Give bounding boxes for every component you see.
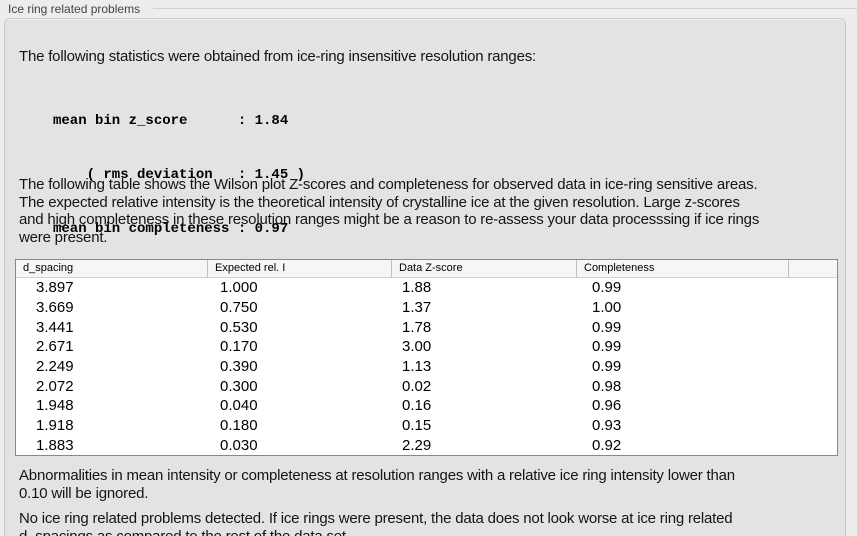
ice-ring-table-body: 3.897 1.000 1.88 0.99 3.669 0.750 1.37 1.00 3.44…	[16, 278, 837, 455]
table-cell: 0.16	[402, 397, 432, 415]
table-cell: 0.98	[592, 377, 622, 395]
table-description-text: The following table shows the Wilson plo…	[19, 176, 759, 246]
table-row[interactable]: 2.072 0.300 0.02 0.98	[16, 376, 837, 396]
stat-line-mean-zscore: mean bin z_score : 1.84	[53, 113, 289, 129]
conclusion-text: No ice ring related problems detected. I…	[19, 510, 733, 536]
column-header-empty	[788, 260, 837, 277]
table-cell: 1.918	[36, 417, 74, 435]
table-cell: 1.948	[36, 397, 74, 415]
table-cell: 1.78	[402, 318, 432, 336]
table-cell: 2.072	[36, 377, 74, 395]
description-line: The expected relative intensity is the t…	[19, 193, 740, 211]
table-cell: 0.15	[402, 417, 432, 435]
table-row[interactable]: 3.897 1.000 1.88 0.99	[16, 278, 837, 298]
table-row[interactable]: 3.669 0.750 1.37 1.00	[16, 298, 837, 318]
table-cell: 0.96	[592, 397, 622, 415]
table-cell: 3.669	[36, 299, 74, 316]
table-cell: 1.37	[402, 299, 432, 316]
table-cell: 2.249	[36, 358, 74, 376]
conclusion-line: No ice ring related problems detected. I…	[19, 510, 733, 527]
table-row[interactable]: 2.671 0.170 3.00 0.99	[16, 337, 837, 357]
table-cell: 0.02	[402, 377, 432, 395]
description-line: were present.	[19, 228, 108, 246]
column-header-completeness[interactable]: Completeness	[576, 260, 788, 277]
table-cell: 0.300	[220, 377, 258, 395]
table-cell: 0.92	[592, 436, 622, 454]
table-cell: 1.000	[220, 279, 258, 297]
table-cell: 0.180	[220, 417, 258, 435]
table-cell: 3.441	[36, 318, 74, 336]
table-row[interactable]: 1.948 0.040 0.16 0.96	[16, 396, 837, 416]
column-header-d-spacing[interactable]: d_spacing	[23, 262, 74, 274]
table-cell: 0.040	[220, 397, 258, 415]
ignore-rule-line: 0.10 will be ignored.	[19, 484, 149, 502]
table-cell: 0.99	[592, 279, 622, 297]
table-cell: 0.93	[592, 417, 622, 435]
table-cell: 0.170	[220, 338, 258, 356]
table-cell: 3.897	[36, 279, 74, 297]
column-header-expected-rel-i[interactable]: Expected rel. I	[207, 260, 391, 277]
description-line: The following table shows the Wilson plo…	[19, 176, 758, 193]
stats-intro-text: The following statistics were obtained f…	[19, 48, 536, 65]
table-cell: 0.99	[592, 318, 622, 336]
table-cell: 2.671	[36, 338, 74, 356]
table-cell: 1.13	[402, 358, 432, 376]
conclusion-line: d_spacings as compared to the rest of th…	[19, 527, 350, 536]
table-cell: 1.88	[402, 279, 432, 297]
ignore-rule-text: Abnormalities in mean intensity or compl…	[19, 467, 735, 502]
stat-line-zscore-rms: ( rms deviation : 1.45 )	[53, 167, 306, 183]
table-cell: 0.99	[592, 338, 622, 356]
table-cell: 0.750	[220, 299, 258, 316]
section-title: Ice ring related problems	[8, 2, 141, 16]
ice-ring-table[interactable]: d_spacing Expected rel. I Data Z-score C…	[15, 259, 838, 456]
table-cell: 0.99	[592, 358, 622, 376]
stat-line-mean-completeness: mean bin completeness : 0.97	[53, 221, 289, 237]
table-cell: 0.030	[220, 436, 258, 454]
table-cell: 1.00	[592, 299, 622, 316]
table-cell: 0.530	[220, 318, 258, 336]
table-cell: 3.00	[402, 338, 432, 356]
table-row[interactable]: 3.441 0.530 1.78 0.99	[16, 317, 837, 337]
table-row[interactable]: 1.918 0.180 0.15 0.93	[16, 416, 837, 436]
table-cell: 1.883	[36, 436, 74, 454]
section-title-rule	[153, 8, 857, 9]
ice-ring-table-header: d_spacing Expected rel. I Data Z-score C…	[16, 260, 837, 278]
ice-ring-groupbox: The following statistics were obtained f…	[4, 18, 846, 536]
table-cell: 2.29	[402, 436, 432, 454]
table-cell: 0.390	[220, 358, 258, 376]
ignore-rule-line: Abnormalities in mean intensity or compl…	[19, 467, 735, 484]
table-row[interactable]: 1.883 0.030 2.29 0.92	[16, 435, 837, 455]
table-row[interactable]: 2.249 0.390 1.13 0.99	[16, 357, 837, 377]
column-header-data-z-score[interactable]: Data Z-score	[391, 260, 576, 277]
description-line: and high completeness in these resolutio…	[19, 211, 760, 228]
